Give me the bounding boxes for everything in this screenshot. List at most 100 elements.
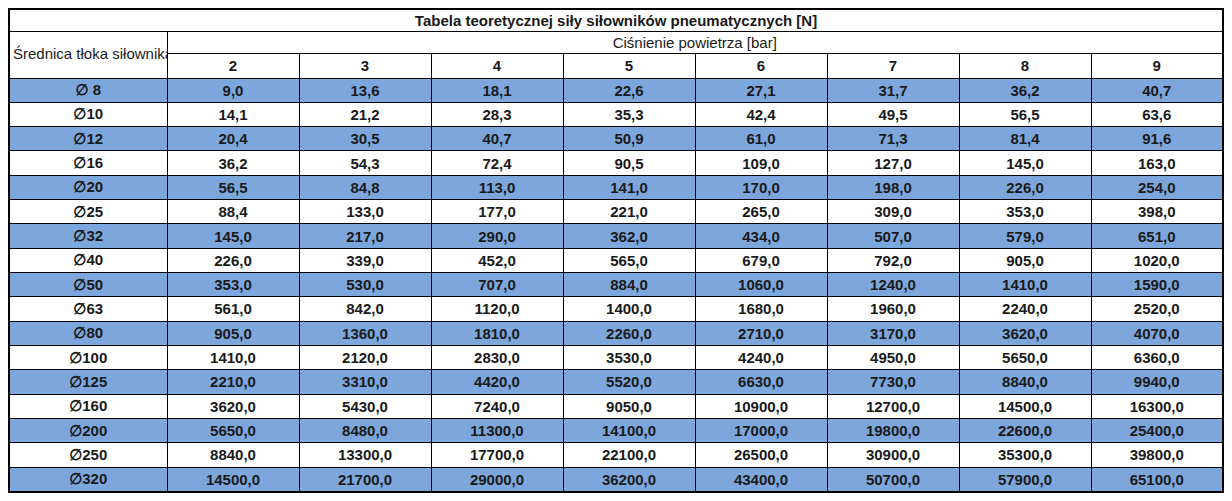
force-cell: 507,0: [827, 224, 959, 248]
force-cell: 18,1: [431, 78, 563, 102]
force-cell: 36,2: [167, 151, 299, 175]
force-cell: 13,6: [299, 78, 431, 102]
force-cell: 4070,0: [1091, 321, 1223, 345]
table-row: ∅80905,01360,01810,02260,02710,03170,036…: [9, 321, 1223, 345]
force-cell: 65100,0: [1091, 467, 1223, 492]
diameter-cell: ∅250: [9, 443, 167, 467]
table-row: ∅40226,0339,0452,0565,0679,0792,0905,010…: [9, 248, 1223, 272]
force-cell: 679,0: [695, 248, 827, 272]
pressure-group-header: Ciśnienie powietrza [bar]: [167, 31, 1223, 53]
force-cell: 2240,0: [959, 297, 1091, 321]
force-cell: 254,0: [1091, 175, 1223, 199]
force-cell: 22100,0: [563, 443, 695, 467]
diameter-cell: ∅32: [9, 224, 167, 248]
force-cell: 90,5: [563, 151, 695, 175]
table-row: ∅1603620,05430,07240,09050,010900,012700…: [9, 394, 1223, 418]
force-cell: 3310,0: [299, 370, 431, 394]
force-cell: 842,0: [299, 297, 431, 321]
force-cell: 12700,0: [827, 394, 959, 418]
force-cell: 1120,0: [431, 297, 563, 321]
table-row: ∅63561,0842,01120,01400,01680,01960,0224…: [9, 297, 1223, 321]
force-cell: 3620,0: [167, 394, 299, 418]
force-cell: 1060,0: [695, 273, 827, 297]
force-cell: 88,4: [167, 200, 299, 224]
force-cell: 14500,0: [959, 394, 1091, 418]
force-cell: 35300,0: [959, 443, 1091, 467]
force-cell: 145,0: [959, 151, 1091, 175]
force-cell: 43400,0: [695, 467, 827, 492]
force-cell: 3170,0: [827, 321, 959, 345]
pressure-col-header: 9: [1091, 53, 1223, 78]
table-row: ∅32014500,021700,029000,036200,043400,05…: [9, 467, 1223, 492]
diameter-column-header: Średnica tłoka siłownika: [9, 31, 167, 78]
force-cell: 707,0: [431, 273, 563, 297]
pressure-col-header: 4: [431, 53, 563, 78]
table-row: ∅2508840,013300,017700,022100,026500,030…: [9, 443, 1223, 467]
force-cell: 21,2: [299, 102, 431, 126]
force-cell: 14100,0: [563, 418, 695, 442]
force-cell: 7730,0: [827, 370, 959, 394]
force-cell: 11300,0: [431, 418, 563, 442]
force-cell: 1240,0: [827, 273, 959, 297]
force-cell: 36200,0: [563, 467, 695, 492]
table-row: ∅50353,0530,0707,0884,01060,01240,01410,…: [9, 273, 1223, 297]
force-cell: 8840,0: [959, 370, 1091, 394]
force-cell: 56,5: [167, 175, 299, 199]
force-cell: 177,0: [431, 200, 563, 224]
table-row: ∅2588,4133,0177,0221,0265,0309,0353,0398…: [9, 200, 1223, 224]
force-cell: 50,9: [563, 127, 695, 151]
force-cell: 133,0: [299, 200, 431, 224]
table-row: ∅1220,430,540,750,961,071,381,491,6: [9, 127, 1223, 151]
diameter-cell: ∅ 8: [9, 78, 167, 102]
force-cell: 145,0: [167, 224, 299, 248]
force-cell: 265,0: [695, 200, 827, 224]
force-cell: 9,0: [167, 78, 299, 102]
force-cell: 61,0: [695, 127, 827, 151]
force-cell: 21700,0: [299, 467, 431, 492]
force-cell: 6360,0: [1091, 345, 1223, 369]
force-cell: 5430,0: [299, 394, 431, 418]
force-cell: 579,0: [959, 224, 1091, 248]
pneumatic-force-table: Tabela teoretycznej siły siłowników pneu…: [8, 8, 1224, 493]
force-cell: 2210,0: [167, 370, 299, 394]
diameter-cell: ∅16: [9, 151, 167, 175]
force-cell: 1960,0: [827, 297, 959, 321]
force-cell: 27,1: [695, 78, 827, 102]
force-cell: 40,7: [1091, 78, 1223, 102]
force-cell: 884,0: [563, 273, 695, 297]
force-cell: 2120,0: [299, 345, 431, 369]
force-cell: 452,0: [431, 248, 563, 272]
force-cell: 54,3: [299, 151, 431, 175]
force-cell: 127,0: [827, 151, 959, 175]
force-cell: 9940,0: [1091, 370, 1223, 394]
force-cell: 14,1: [167, 102, 299, 126]
force-cell: 353,0: [959, 200, 1091, 224]
force-cell: 30,5: [299, 127, 431, 151]
force-cell: 226,0: [959, 175, 1091, 199]
force-cell: 170,0: [695, 175, 827, 199]
force-cell: 5650,0: [167, 418, 299, 442]
force-cell: 1400,0: [563, 297, 695, 321]
force-cell: 35,3: [563, 102, 695, 126]
force-cell: 28,3: [431, 102, 563, 126]
diameter-cell: ∅25: [9, 200, 167, 224]
force-cell: 40,7: [431, 127, 563, 151]
force-cell: 20,4: [167, 127, 299, 151]
force-cell: 198,0: [827, 175, 959, 199]
force-cell: 339,0: [299, 248, 431, 272]
force-cell: 42,4: [695, 102, 827, 126]
force-cell: 217,0: [299, 224, 431, 248]
diameter-cell: ∅80: [9, 321, 167, 345]
force-cell: 3530,0: [563, 345, 695, 369]
pressure-col-header: 7: [827, 53, 959, 78]
force-cell: 63,6: [1091, 102, 1223, 126]
table-row: ∅2056,584,8113,0141,0170,0198,0226,0254,…: [9, 175, 1223, 199]
force-cell: 57900,0: [959, 467, 1091, 492]
force-cell: 792,0: [827, 248, 959, 272]
force-cell: 651,0: [1091, 224, 1223, 248]
pressure-header-row: 23456789: [9, 53, 1223, 78]
force-cell: 362,0: [563, 224, 695, 248]
table-row: ∅1001410,02120,02830,03530,04240,04950,0…: [9, 345, 1223, 369]
force-cell: 1020,0: [1091, 248, 1223, 272]
force-cell: 905,0: [167, 321, 299, 345]
